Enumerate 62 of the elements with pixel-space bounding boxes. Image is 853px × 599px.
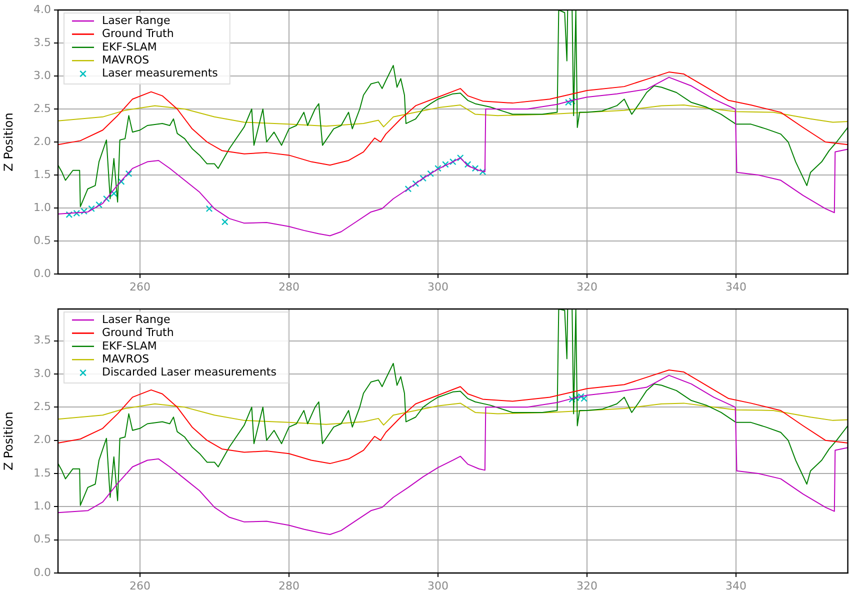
point [427,170,434,178]
y-tick-label: 0.0 [34,266,51,280]
y-tick-label: 2.0 [34,134,51,148]
x-tick-label: 280 [278,579,300,592]
point [412,180,420,188]
point [221,218,228,226]
y-tick-label: 1.5 [34,168,51,181]
x-tick-label: 320 [576,579,598,592]
legend-label: MAVROS [102,352,150,366]
y-tick-label: 1.5 [34,466,51,480]
y-axis-title: Z Position [1,412,16,470]
point [464,161,472,168]
x-tick-label: 340 [726,579,747,592]
legend-label: Laser Range [102,312,170,326]
point [66,211,73,218]
point [442,161,449,168]
point [449,158,456,166]
point [420,174,427,182]
y-tick-label: 4.0 [34,2,51,16]
x-tick-label: 320 [576,280,598,294]
x-tick-label: 260 [129,579,150,592]
y-axis-title: Z Position [1,112,16,172]
legend-label: Ground Truth [102,326,174,340]
y-tick-label: 2.5 [34,400,51,414]
point [125,170,132,178]
point [110,190,118,197]
y-tick-label: 1.0 [34,200,51,214]
point [568,98,576,105]
y-tick-label: 2.5 [34,102,51,115]
x-tick-label: 300 [428,579,448,592]
y-tick-label: 3.0 [34,68,51,82]
point [103,195,110,202]
y-tick-label: 0.5 [34,532,51,546]
y-tick-label: 2.0 [34,433,51,446]
y-tick-label: 3.5 [34,36,51,49]
legend-label: Ground Truth [102,27,174,40]
x-tick-label: 300 [428,280,448,294]
point [80,208,88,215]
point [404,185,412,192]
y-tick-label: 0.5 [34,234,51,247]
legend-label: Discarded Laser measurements [102,366,277,379]
point [96,201,102,208]
x-tick-label: 340 [726,280,747,294]
legend-label: MAVROS [102,53,150,66]
x-tick-label: 280 [278,280,300,294]
x-tick-label: 260 [129,280,150,294]
legend-label: Laser measurements [102,66,218,80]
point [564,98,572,106]
point [73,210,80,217]
y-tick-label: 3.0 [34,366,51,380]
point [206,205,213,212]
y-tick-label: 3.5 [34,334,51,347]
y-tick-label: 1.0 [34,500,51,513]
legend-label: EKF-SLAM [102,40,157,54]
legend-label: EKF-SLAM [102,339,157,352]
point [118,178,125,186]
point [434,164,442,172]
point [479,168,486,176]
legend-label: Laser Range [102,14,170,27]
point [472,164,479,172]
y-tick-label: 0.0 [34,566,51,579]
point [88,205,95,212]
